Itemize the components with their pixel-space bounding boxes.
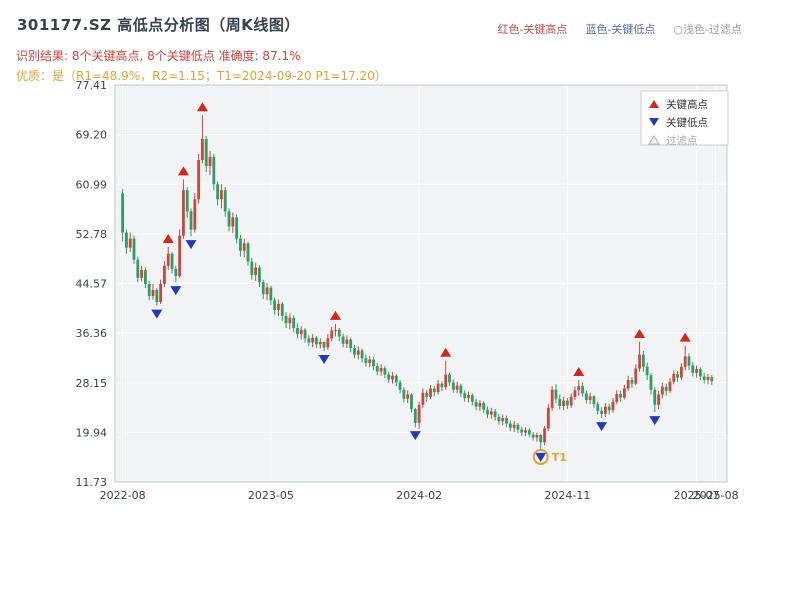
quality-text: 优质：是（R1=48.9%，R2=1.15；T1=2024-09-20 P1=1… (16, 69, 387, 83)
candles-layer (121, 115, 714, 449)
chart-title: 301177.SZ 高低点分析图（周K线图） (17, 16, 300, 34)
svg-text:2025-08: 2025-08 (693, 489, 739, 502)
y-axis-labels: 77.41 69.20 60.99 52.78 44.57 36.36 28.15 19.94… (76, 79, 108, 489)
svg-text:2023-05: 2023-05 (248, 489, 294, 502)
top-legend-key-high: 红色-关键高点 (497, 23, 568, 36)
plot-frame (114, 84, 728, 483)
svg-text:77.41: 77.41 (76, 79, 108, 92)
svg-text:2025-07: 2025-07 (674, 489, 720, 502)
svg-text:11.73: 11.73 (76, 476, 108, 489)
svg-text:36.36: 36.36 (76, 327, 108, 340)
legend-triangle-down-icon (649, 118, 659, 126)
key-high-markers (162, 102, 691, 377)
svg-text:2022-08: 2022-08 (100, 489, 146, 502)
legend-triangle-open-icon (648, 135, 660, 145)
svg-text:28.15: 28.15 (76, 377, 108, 390)
svg-text:关键低点: 关键低点 (666, 116, 708, 129)
svg-text:69.20: 69.20 (76, 129, 108, 142)
top-legend-filter-point: ○浅色-过滤点 (673, 23, 742, 36)
svg-text:过滤点: 过滤点 (666, 134, 698, 147)
x-axis-labels: 2022-08 2023-05 2024-02 2024-11 2025-072025-… (100, 489, 739, 502)
top-legend: 红色-关键高点 蓝色-关键低点 ○浅色-过滤点 (497, 21, 742, 37)
top-legend-key-low: 蓝色-关键低点 (585, 23, 656, 36)
svg-text:关键高点: 关键高点 (666, 98, 708, 111)
svg-text:52.78: 52.78 (76, 228, 108, 241)
svg-text:2024-11: 2024-11 (544, 489, 590, 502)
key-low-markers (151, 240, 661, 462)
recognition-result-text: 识别结果: 8个关键高点, 8个关键低点 准确度: 87.1% (16, 49, 301, 63)
svg-text:2024-02: 2024-02 (396, 489, 442, 502)
svg-text:T1: T1 (552, 451, 567, 464)
svg-text:19.94: 19.94 (76, 426, 108, 439)
svg-text:44.57: 44.57 (76, 278, 108, 291)
svg-text:60.99: 60.99 (76, 178, 108, 191)
legend-triangle-up-icon (649, 100, 659, 108)
t1-marker: T1 (532, 448, 567, 465)
